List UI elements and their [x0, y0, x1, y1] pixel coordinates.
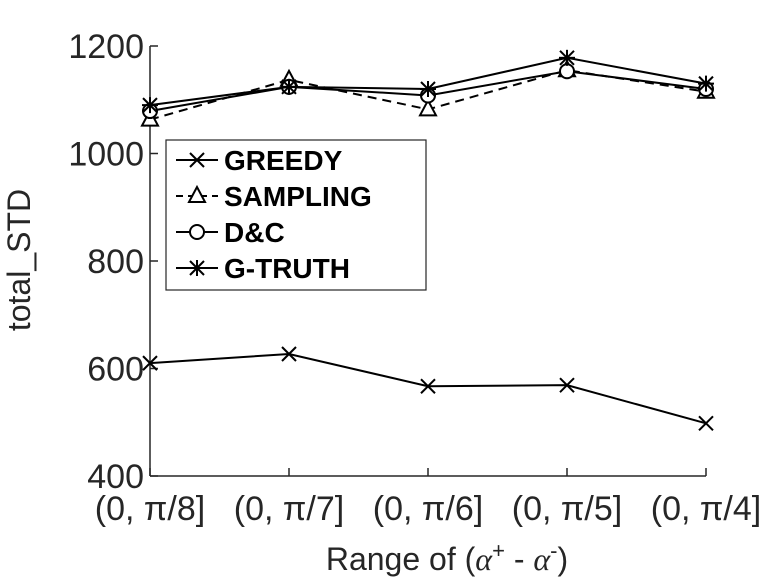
legend-marker: [189, 260, 205, 276]
legend-entry: G-TRUTH: [176, 253, 350, 284]
legend-marker: [189, 224, 205, 240]
series-star: [142, 49, 714, 114]
x-tick-label: (0, π/7]: [234, 490, 344, 528]
x-axis-label-alpha-2: α: [533, 541, 551, 577]
data-point-marker: [418, 98, 438, 117]
y-tick-label: 800: [87, 243, 144, 281]
legend-box: [165, 139, 427, 291]
x-axis-label: Range of (α+ - α-): [326, 538, 568, 578]
legend-entry: SAMPLING: [176, 181, 372, 212]
data-point-marker: [698, 75, 714, 92]
data-point-marker: [559, 63, 575, 80]
data-point-marker: [142, 355, 158, 371]
y-tick-label: 400: [87, 458, 144, 496]
x-axis-label-minus-sup: -: [550, 538, 557, 563]
x-axis-label-suffix: ): [557, 541, 568, 577]
data-point-marker: [281, 78, 297, 95]
data-point-marker: [142, 97, 158, 114]
legend-label: SAMPLING: [224, 181, 372, 212]
x-tick-label: (0, π/6]: [373, 490, 483, 528]
data-point-marker: [420, 81, 436, 97]
data-point-marker: [559, 49, 575, 66]
x-axis-label-plus: +: [492, 538, 505, 563]
x-tick-label: (0, π/5]: [512, 490, 622, 528]
y-axis-label: total_STD: [1, 189, 37, 331]
legend-marker: [187, 184, 207, 203]
y-tick-label: 1000: [68, 136, 144, 174]
x-axis-label-prefix: Range of (: [326, 541, 476, 577]
data-point-marker: [559, 377, 575, 393]
data-point-marker: [281, 346, 297, 362]
legend: GREEDY SAMPLING D&C G-TRUTH: [165, 139, 427, 291]
legend-marker: [189, 152, 205, 168]
data-point-marker: [698, 415, 714, 432]
data-point-marker: [420, 378, 436, 394]
y-tick-label: 600: [87, 351, 144, 389]
axes: 400 600 800 1000 1200 (0, π/8] (0, π/7] (0, π/6…: [68, 28, 761, 528]
x-axis-label-minus: -: [505, 541, 533, 577]
legend-entry: D&C: [176, 217, 285, 248]
legend-label: D&C: [224, 217, 285, 248]
series-line: [149, 352, 707, 425]
x-tick-label: (0, π/4]: [651, 490, 761, 528]
y-tick-label: 1200: [68, 28, 144, 66]
series-x: [142, 346, 714, 432]
legend-entry: GREEDY: [176, 145, 343, 176]
x-tick-label: (0, π/8]: [95, 490, 205, 528]
legend-label: GREEDY: [224, 145, 343, 176]
x-axis-label-alpha: α: [475, 541, 493, 577]
series-layer: [140, 49, 716, 432]
legend-label: G-TRUTH: [224, 253, 350, 284]
